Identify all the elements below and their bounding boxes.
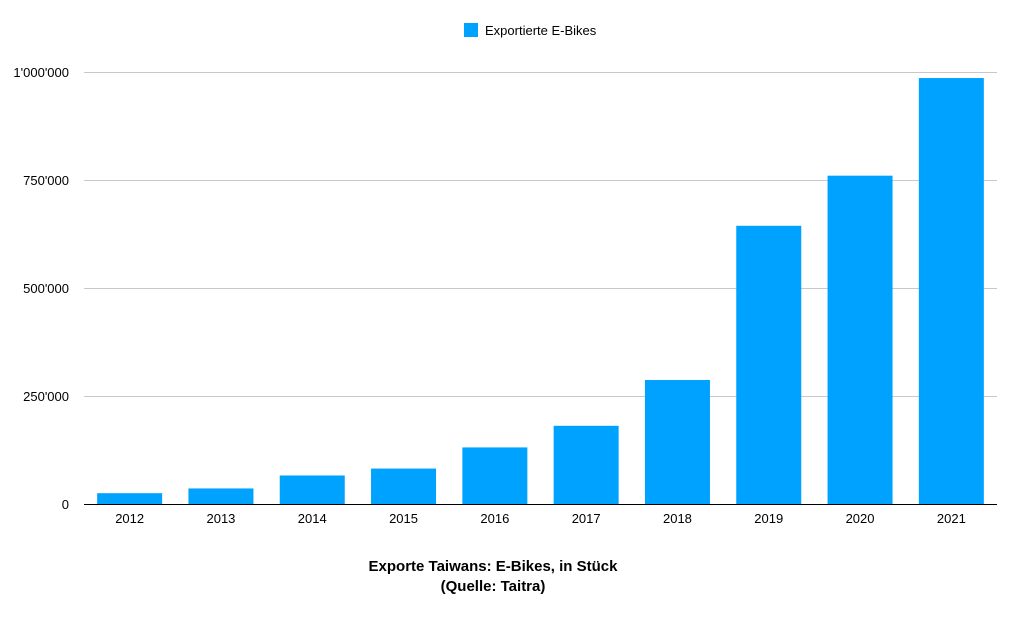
x-tick-label-2017: 2017 [572,511,601,526]
y-tick-label: 750'000 [23,173,69,188]
chart-caption: Exporte Taiwans: E-Bikes, in Stück (Quel… [369,558,619,595]
x-tick-label-2013: 2013 [206,511,235,526]
bar-2014 [279,475,345,504]
x-tick-label-2019: 2019 [754,511,783,526]
bar-2013 [188,488,254,504]
x-tick-labels: 2012 2013 2014 2015 2016 2017 2018 2019 2020 2021 [115,511,966,526]
y-tick-label: 500'000 [23,281,69,296]
x-tick-label-2012: 2012 [115,511,144,526]
x-tick-label-2020: 2020 [846,511,875,526]
chart-source: (Quelle: Taitra) [441,578,546,595]
x-tick-label-2014: 2014 [298,511,327,526]
bar-2012 [97,493,163,504]
legend-label: Exportierte E-Bikes [485,23,597,38]
x-tick-label-2018: 2018 [663,511,692,526]
y-tick-label: 250'000 [23,389,69,404]
bar-2016 [462,447,528,504]
y-tick-label: 1'000'000 [13,65,69,80]
x-tick-label-2015: 2015 [389,511,418,526]
bar-2021 [918,78,984,504]
legend: Exportierte E-Bikes [464,23,597,38]
x-tick-label-2021: 2021 [937,511,966,526]
y-tick-labels: 0 250'000 500'000 750'000 1'000'000 [13,65,69,512]
bar-2018 [644,380,710,504]
chart-title: Exporte Taiwans: E-Bikes, in Stück [369,558,619,575]
bar-2015 [371,468,437,504]
bar-2020 [827,175,893,504]
y-tick-label: 0 [62,497,69,512]
bars [97,78,984,505]
legend-swatch [464,23,478,37]
bar-2017 [553,425,619,504]
bar-2019 [736,225,802,505]
x-tick-label-2016: 2016 [480,511,509,526]
